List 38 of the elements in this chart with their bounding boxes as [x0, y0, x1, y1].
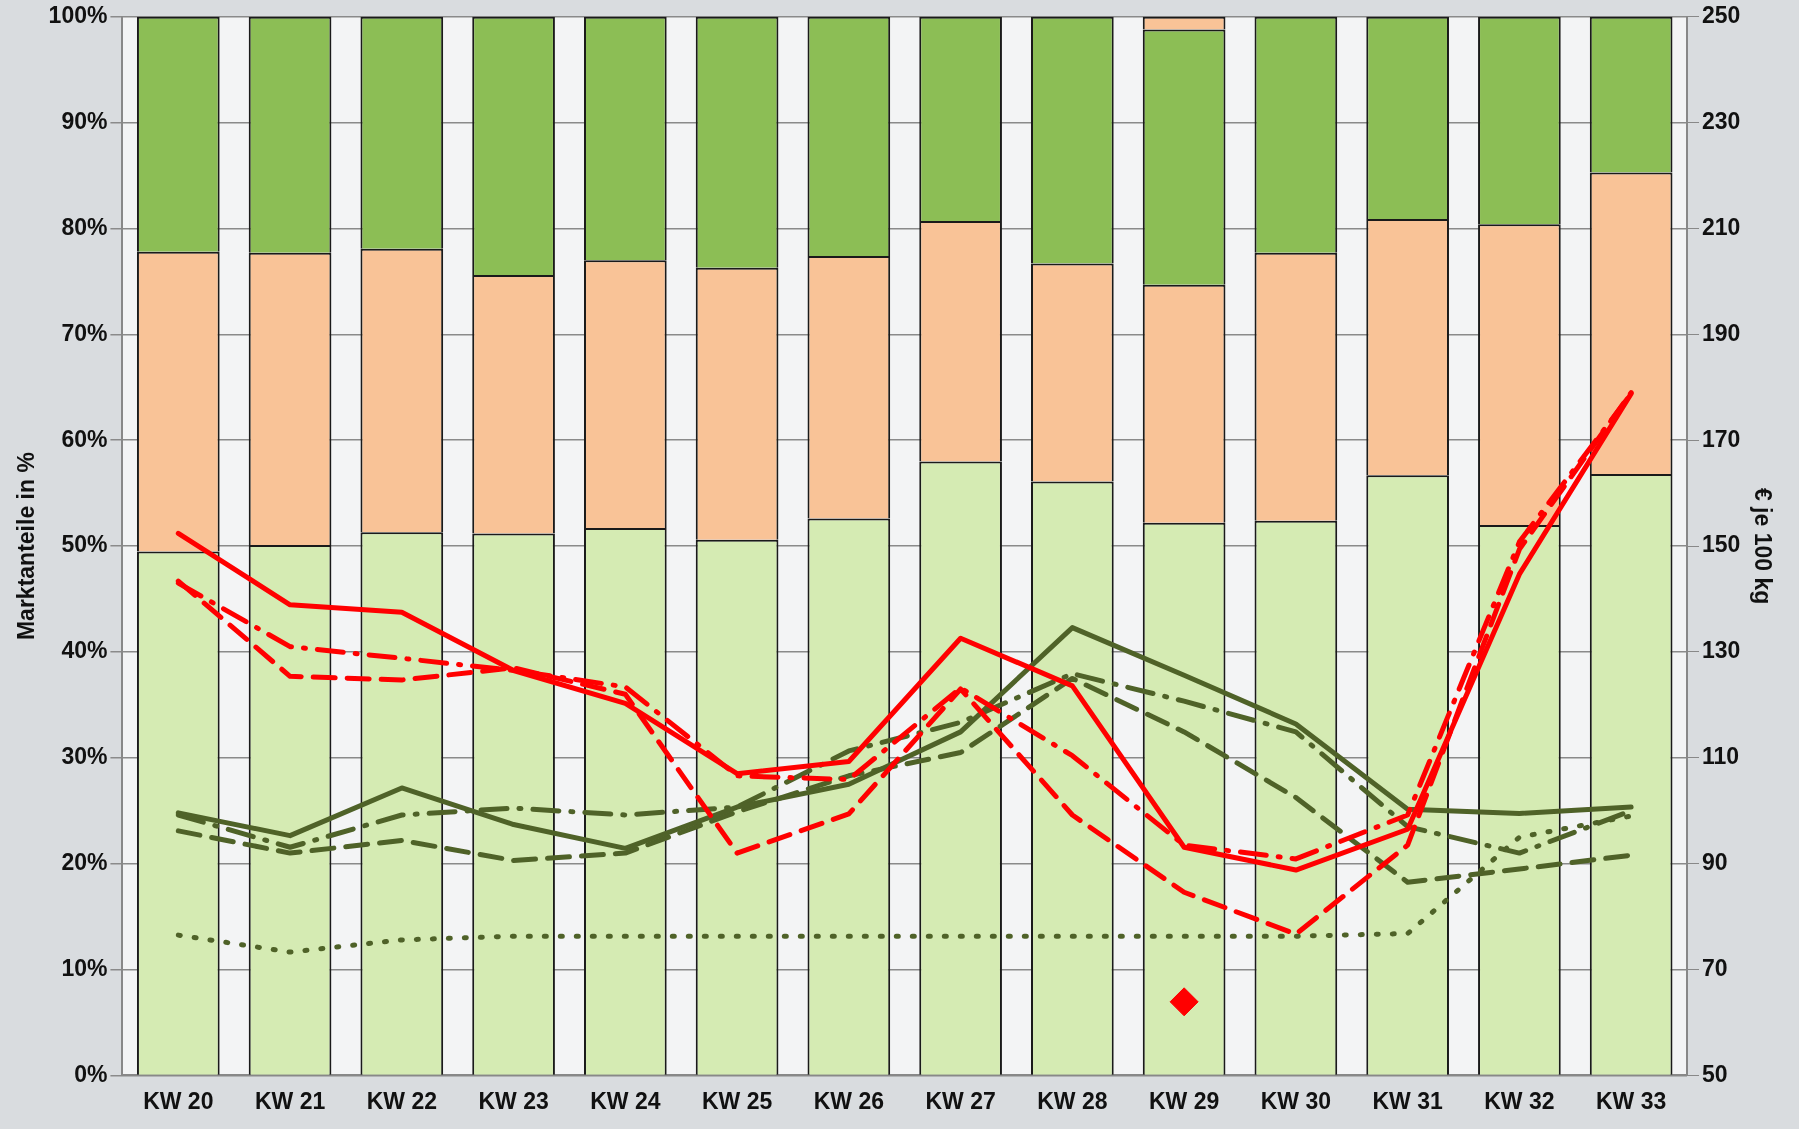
- y-tick-label: 90%: [61, 108, 108, 134]
- y-tick-label: 80%: [61, 213, 108, 240]
- y-axis-title: Marktanteile in %: [13, 452, 40, 641]
- x-tick-label: KW 20: [143, 1087, 214, 1114]
- x-tick-label: KW 31: [1372, 1087, 1443, 1114]
- x-tick-label: KW 32: [1484, 1087, 1555, 1114]
- y2-tick-label: 90: [1702, 849, 1728, 876]
- y2-tick-label: 50: [1702, 1060, 1728, 1087]
- y2-tick-label: 130: [1702, 637, 1741, 664]
- y2-tick-label: 230: [1702, 108, 1741, 134]
- y2-tick-label: 210: [1702, 213, 1741, 240]
- x-tick-label: KW 22: [366, 1087, 437, 1114]
- y2-tick-label: 110: [1702, 743, 1740, 770]
- y-tick-label: 30%: [61, 743, 108, 770]
- x-tick-label: KW 30: [1260, 1087, 1332, 1114]
- x-tick-label: KW 26: [813, 1087, 884, 1114]
- y2-tick-label: 250: [1702, 2, 1741, 29]
- y2-tick-label: 170: [1702, 425, 1741, 452]
- x-tick-label: KW 27: [925, 1087, 996, 1114]
- y-tick-label: 40%: [61, 637, 108, 664]
- y-tick-label: 0%: [74, 1060, 108, 1087]
- y-tick-label: 100%: [48, 2, 108, 29]
- y2-axis-title: € je 100 kg: [1749, 487, 1776, 605]
- x-tick-label: KW 29: [1148, 1087, 1220, 1114]
- x-tick-label: KW 23: [478, 1087, 549, 1114]
- y2-tick-label: 150: [1702, 531, 1741, 558]
- y-tick-label: 70%: [61, 319, 108, 346]
- y-tick-label: 10%: [61, 954, 108, 981]
- x-tick-label: KW 28: [1037, 1087, 1108, 1114]
- x-tick-label: KW 21: [254, 1087, 326, 1114]
- x-tick-label: KW 24: [590, 1087, 661, 1114]
- y-tick-label: 20%: [61, 849, 108, 876]
- y2-tick-label: 70: [1702, 954, 1728, 981]
- y-tick-label: 50%: [61, 531, 108, 558]
- x-tick-label: KW 25: [701, 1087, 773, 1114]
- y-tick-label: 60%: [61, 425, 108, 452]
- x-tick-label: KW 33: [1596, 1087, 1667, 1114]
- y2-tick-label: 190: [1702, 319, 1741, 346]
